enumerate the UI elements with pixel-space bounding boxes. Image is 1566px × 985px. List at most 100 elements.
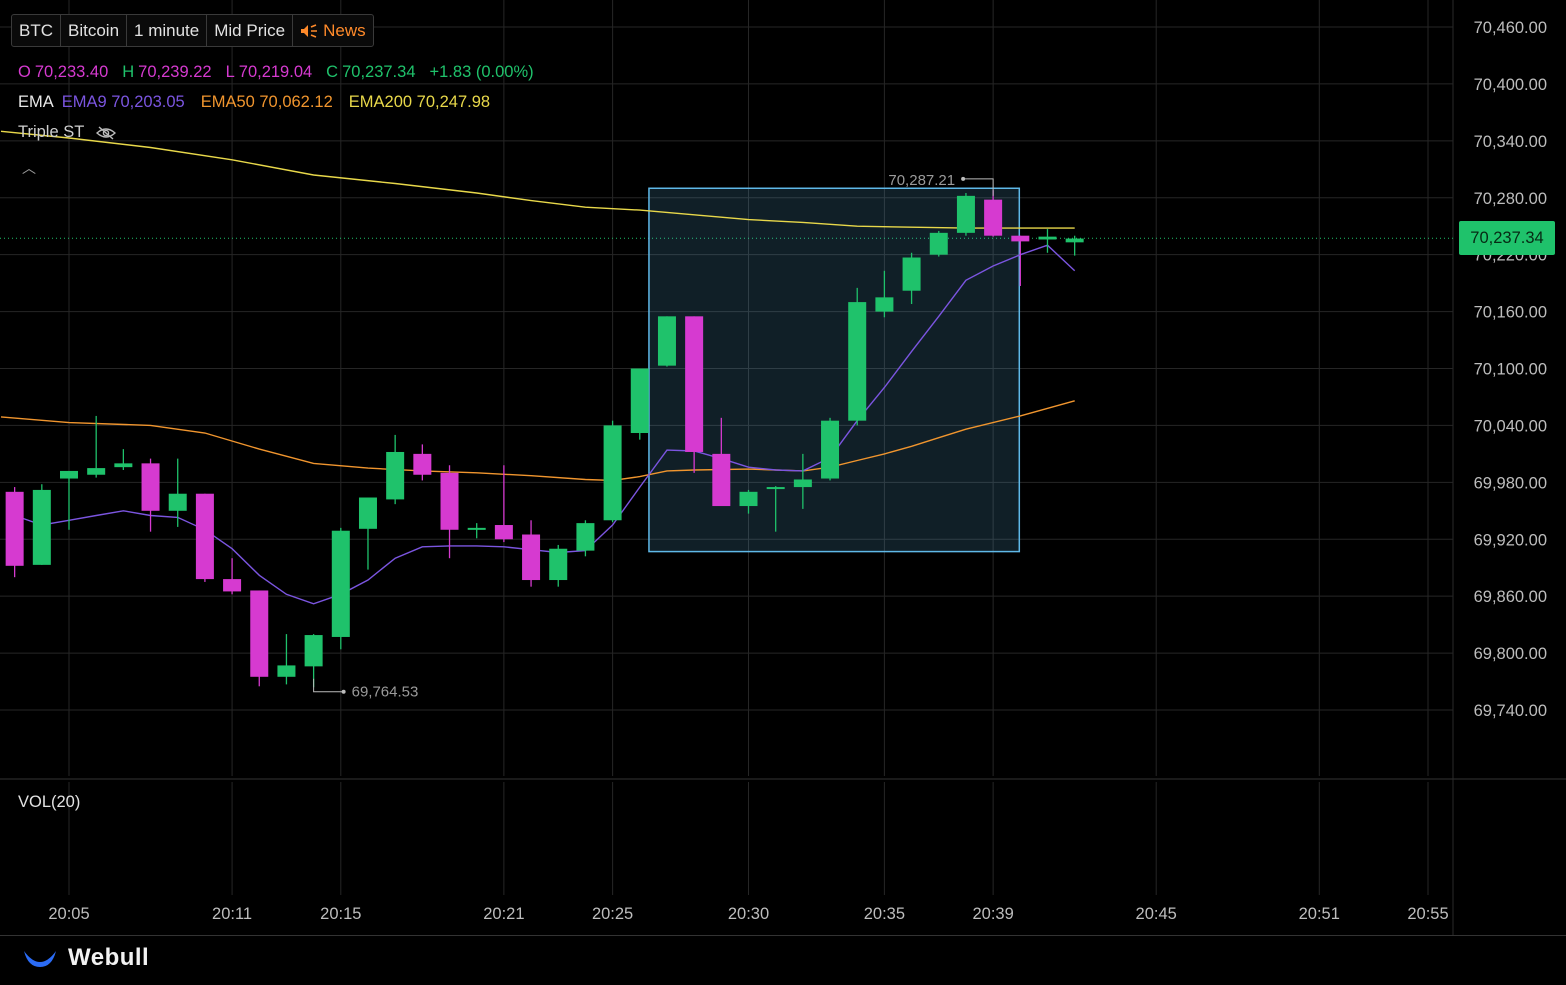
y-tick-label: 69,740.00 (1474, 702, 1547, 720)
symbol-name-button[interactable]: Bitcoin (61, 15, 128, 46)
open-value: 70,233.40 (34, 63, 109, 81)
triple-st-label: Triple ST (18, 123, 85, 141)
candle-body (929, 232, 948, 255)
y-tick-label: 69,920.00 (1474, 531, 1547, 549)
candle-body (304, 635, 323, 667)
ema200-line (0, 130, 1075, 229)
low-marker-line (313, 678, 344, 693)
candle-body (549, 548, 568, 581)
candle-body (875, 297, 894, 312)
close-value: 70,237.34 (342, 63, 416, 81)
candle-body (60, 470, 78, 479)
triple-st-legend[interactable]: Triple ST (18, 123, 117, 142)
candle-body (576, 523, 595, 551)
candle-body (766, 487, 785, 490)
close-label: C (326, 63, 339, 81)
candle-body (1011, 235, 1030, 242)
last-price-tag: 70,237.34 (1459, 221, 1555, 255)
y-tick-label: 70,100.00 (1474, 361, 1547, 379)
news-button[interactable]: News (293, 15, 373, 46)
y-tick-label: 70,280.00 (1474, 190, 1547, 208)
candle-body (168, 493, 187, 511)
candle-body (793, 479, 812, 488)
low-marker-dot (341, 689, 346, 694)
candle-body (1038, 236, 1057, 240)
high-label: H (122, 63, 135, 81)
hidden-eye-icon[interactable] (96, 125, 117, 140)
candle-body (141, 463, 160, 511)
candle-body (114, 463, 133, 468)
y-tick-label: 70,460.00 (1474, 19, 1547, 37)
candle-body (494, 525, 513, 540)
candle-body (902, 257, 921, 291)
candle-body (821, 420, 840, 479)
x-tick-label: 20:35 (864, 905, 905, 923)
brand-logo[interactable]: Webull (22, 944, 149, 972)
candle-body (440, 472, 459, 530)
ohlc-legend: O 70,233.40 H 70,239.22 L 70,219.04 C 70… (18, 63, 538, 82)
low-marker-label: 69,764.53 (352, 684, 419, 701)
high-marker-dot (961, 176, 966, 181)
high-marker-line (963, 178, 994, 196)
selection-rectangle (648, 187, 1021, 553)
volume-label: VOL(20) (18, 793, 81, 811)
y-tick-label: 70,340.00 (1474, 133, 1547, 151)
candle-body (1065, 238, 1084, 243)
candle-body (32, 489, 51, 565)
x-tick-label: 20:11 (212, 905, 252, 923)
y-tick-label: 69,800.00 (1474, 645, 1547, 663)
ema9-value: EMA9 70,203.05 (61, 93, 185, 111)
price-type-selector[interactable]: Mid Price (207, 15, 294, 46)
high-marker-label: 70,287.21 (888, 172, 955, 189)
ema-legend[interactable]: EMA EMA9 70,203.05 EMA50 70,062.12 EMA20… (18, 93, 494, 112)
candle-body (358, 497, 377, 529)
low-label: L (225, 63, 235, 81)
low-value: 70,219.04 (238, 63, 313, 81)
symbol-button[interactable]: BTC (12, 15, 61, 46)
candle-body (87, 468, 106, 475)
candle-body (984, 199, 1003, 236)
ema50-value: EMA50 70,062.12 (200, 93, 333, 111)
x-tick-label: 20:25 (592, 905, 633, 923)
candle-body (657, 316, 676, 366)
open-label: O (18, 63, 31, 81)
x-tick-label: 20:39 (972, 905, 1013, 923)
interval-selector[interactable]: 1 minute (127, 15, 208, 46)
x-tick-label: 20:45 (1136, 905, 1177, 923)
candle-body (739, 491, 758, 507)
candle-body (386, 451, 405, 500)
candle-body (630, 368, 649, 434)
candle-body (467, 527, 486, 530)
y-tick-label: 70,160.00 (1474, 304, 1547, 322)
x-tick-label: 20:05 (48, 905, 89, 923)
candle-body (522, 534, 541, 581)
ema200-value: EMA200 70,247.98 (348, 93, 491, 111)
y-tick-label: 69,980.00 (1474, 474, 1547, 492)
candle-body (277, 665, 296, 677)
candle-body (848, 302, 867, 421)
candle-body (685, 316, 704, 452)
candle-body (331, 530, 350, 637)
x-tick-label: 20:15 (320, 905, 361, 923)
candle-body (956, 195, 975, 233)
x-tick-label: 20:30 (728, 905, 769, 923)
y-tick-label: 70,400.00 (1474, 76, 1547, 94)
news-label: News (323, 21, 366, 40)
speaker-icon (301, 23, 318, 38)
webull-logo-icon (24, 951, 56, 967)
y-tick-label: 69,860.00 (1474, 588, 1547, 606)
chart-toolbar: BTC Bitcoin 1 minute Mid Price News (11, 14, 374, 47)
change-value: +1.83 (0.00%) (429, 63, 534, 81)
x-tick-label: 20:55 (1407, 905, 1448, 923)
collapse-chevron-icon[interactable]: ︿ (22, 160, 36, 176)
x-tick-label: 20:21 (483, 905, 524, 923)
candle-body (603, 425, 622, 521)
candle-body (712, 453, 731, 507)
footer-divider (0, 935, 1566, 936)
ema9-line (14, 244, 1076, 605)
y-tick-label: 70,040.00 (1474, 417, 1547, 435)
x-tick-label: 20:51 (1299, 905, 1340, 923)
brand-name: Webull (68, 944, 150, 971)
high-value: 70,239.22 (138, 63, 212, 81)
